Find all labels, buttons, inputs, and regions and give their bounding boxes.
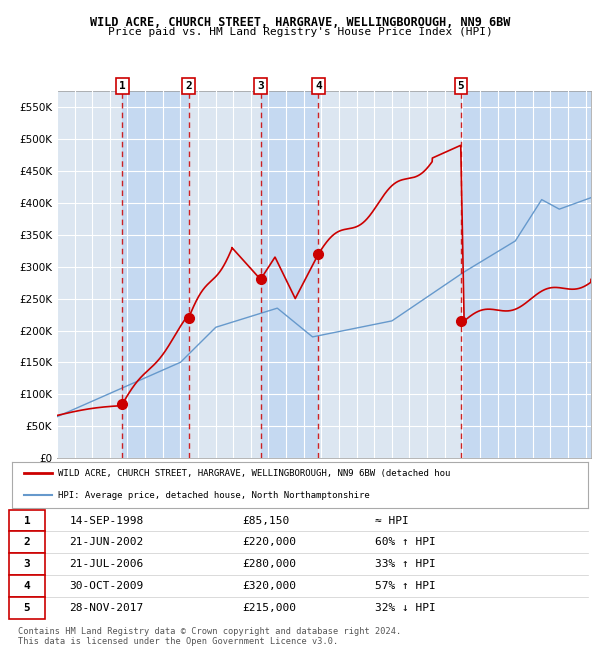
Text: 14-SEP-1998: 14-SEP-1998 bbox=[70, 515, 144, 525]
Text: 1: 1 bbox=[119, 81, 126, 91]
Bar bbox=[188, 91, 260, 458]
FancyBboxPatch shape bbox=[9, 532, 45, 553]
FancyBboxPatch shape bbox=[9, 510, 45, 532]
Text: 5: 5 bbox=[457, 81, 464, 91]
Text: 5: 5 bbox=[23, 603, 31, 613]
Text: 33% ↑ HPI: 33% ↑ HPI bbox=[375, 559, 436, 569]
Text: 3: 3 bbox=[23, 559, 31, 569]
Text: £220,000: £220,000 bbox=[242, 538, 296, 547]
Text: 21-JUL-2006: 21-JUL-2006 bbox=[70, 559, 144, 569]
FancyBboxPatch shape bbox=[9, 553, 45, 575]
Text: 3: 3 bbox=[257, 81, 264, 91]
Text: Contains HM Land Registry data © Crown copyright and database right 2024.
This d: Contains HM Land Registry data © Crown c… bbox=[18, 627, 401, 646]
Text: 57% ↑ HPI: 57% ↑ HPI bbox=[375, 581, 436, 591]
FancyBboxPatch shape bbox=[9, 597, 45, 619]
Text: 4: 4 bbox=[315, 81, 322, 91]
Text: £320,000: £320,000 bbox=[242, 581, 296, 591]
Text: 60% ↑ HPI: 60% ↑ HPI bbox=[375, 538, 436, 547]
Text: 2: 2 bbox=[185, 81, 192, 91]
Text: £280,000: £280,000 bbox=[242, 559, 296, 569]
Text: 1: 1 bbox=[23, 515, 31, 525]
Text: ≈ HPI: ≈ HPI bbox=[375, 515, 409, 525]
Bar bbox=[319, 91, 461, 458]
Bar bbox=[260, 91, 319, 458]
Text: 2: 2 bbox=[23, 538, 31, 547]
Text: 30-OCT-2009: 30-OCT-2009 bbox=[70, 581, 144, 591]
FancyBboxPatch shape bbox=[9, 575, 45, 597]
Bar bbox=[461, 91, 591, 458]
Text: 4: 4 bbox=[23, 581, 31, 591]
Text: WILD ACRE, CHURCH STREET, HARGRAVE, WELLINGBOROUGH, NN9 6BW (detached hou: WILD ACRE, CHURCH STREET, HARGRAVE, WELL… bbox=[58, 469, 451, 478]
Text: Price paid vs. HM Land Registry's House Price Index (HPI): Price paid vs. HM Land Registry's House … bbox=[107, 27, 493, 36]
Text: WILD ACRE, CHURCH STREET, HARGRAVE, WELLINGBOROUGH, NN9 6BW: WILD ACRE, CHURCH STREET, HARGRAVE, WELL… bbox=[90, 16, 510, 29]
Text: £85,150: £85,150 bbox=[242, 515, 290, 525]
Text: £215,000: £215,000 bbox=[242, 603, 296, 613]
Bar bbox=[122, 91, 188, 458]
Text: 32% ↓ HPI: 32% ↓ HPI bbox=[375, 603, 436, 613]
Bar bbox=[57, 91, 122, 458]
Text: 28-NOV-2017: 28-NOV-2017 bbox=[70, 603, 144, 613]
Text: HPI: Average price, detached house, North Northamptonshire: HPI: Average price, detached house, Nort… bbox=[58, 491, 370, 500]
Text: 21-JUN-2002: 21-JUN-2002 bbox=[70, 538, 144, 547]
